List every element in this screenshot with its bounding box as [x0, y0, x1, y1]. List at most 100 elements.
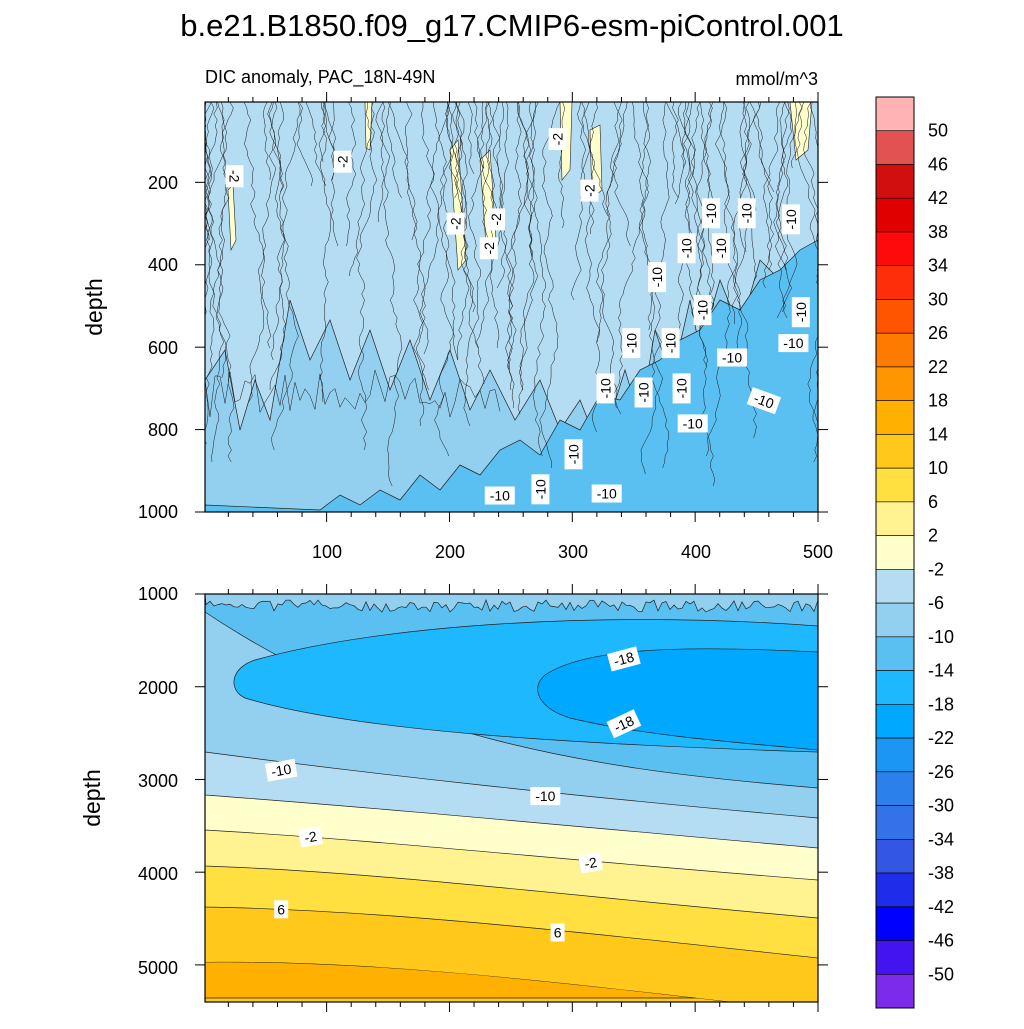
contour-label-text: -10: [490, 488, 510, 504]
colorbar-swatch: [875, 96, 915, 132]
upper-contour-line: [267, 102, 285, 193]
contour-label-box: [550, 923, 565, 942]
upper-contour-line: [482, 102, 500, 349]
upper-xtick-label: 100: [312, 542, 342, 562]
colorbar-swatch: [875, 670, 915, 705]
upper-contour-line: [732, 102, 748, 349]
upper-fill-minus14-band: [205, 239, 818, 512]
upper-ytick-label: 200: [148, 173, 178, 193]
upper-contour-line: [454, 102, 461, 199]
lower-plot-frame: [204, 593, 819, 1003]
upper-contour-line: [600, 102, 628, 409]
upper-contour-line: [493, 102, 506, 289]
contour-label-text: -10: [270, 761, 293, 780]
lower-panel: 1000 2000 3000 4000 5000 depth -18 -18 -10…: [79, 584, 828, 1012]
contour-label-box: [737, 198, 756, 229]
contour-label-box: [446, 212, 465, 235]
colorbar-label: 6: [928, 492, 938, 512]
colorbar-label: 2: [928, 526, 938, 546]
upper-contour-field: [205, 102, 818, 512]
contour-label-box: [484, 486, 515, 505]
contour-label-text: -10: [663, 333, 679, 353]
contour-label-box: [702, 198, 721, 229]
colorbar-label: 46: [928, 155, 948, 175]
contour-label-box: [274, 900, 289, 919]
colorbar-label: -26: [928, 762, 954, 782]
upper-contour-line: [205, 102, 230, 445]
upper-contour-line: [349, 102, 372, 277]
contour-label-text: 6: [277, 901, 285, 917]
contour-label-text: -10: [598, 378, 614, 398]
contour-label: -2: [446, 212, 465, 235]
upper-contour-line: [356, 102, 378, 451]
contour-label: 6: [274, 900, 289, 919]
contour-label: -10: [746, 387, 782, 415]
colorbar-label: -34: [928, 829, 954, 849]
colorbar: 50 46 42 38 34 30 26 22 18 14 10 6 2 -2 -6 -10 -14 -18 -22…: [875, 96, 954, 1009]
upper-contour-labels: -2 -2 -2 -2 -2 -2 -2 -10 -10 -10 -10 -10 -10 -10 -10 -1…: [225, 128, 810, 505]
colorbar-label: 22: [928, 357, 948, 377]
colorbar-label: 26: [928, 323, 948, 343]
upper-xtick-label: 500: [803, 542, 833, 562]
colorbar-label: -30: [928, 796, 954, 816]
contour-label-text: -10: [783, 335, 803, 351]
contour-label-box: [564, 439, 583, 470]
contour-label-box: [531, 474, 550, 505]
contour-label-text: -10: [649, 267, 665, 287]
upper-contour-line: [487, 102, 498, 211]
lower-contour-labels: -18 -18 -10 -10 -2 -2 6 6: [264, 646, 642, 942]
contour-label-text: -10: [623, 333, 639, 353]
colorbar-swatch: [875, 906, 915, 941]
contour-label: -10: [484, 486, 515, 505]
upper-contour-line: [677, 102, 695, 331]
lower-ytick-label: 1000: [138, 584, 178, 604]
contour-label: -2: [580, 179, 599, 202]
colorbar-label: 30: [928, 289, 948, 309]
units-label: mmol/m^3: [736, 69, 818, 89]
contour-label: -10: [564, 439, 583, 470]
upper-contour-line: [763, 102, 780, 271]
contour-label-box: [606, 709, 642, 739]
colorbar-label: -42: [928, 897, 954, 917]
colorbar-frame: [875, 96, 915, 1009]
contour-label-text: -10: [674, 378, 690, 398]
upper-xtick-label: 300: [558, 542, 588, 562]
upper-panel: DIC anomaly, PAC_18N-49N mmol/m^3 200 40…: [81, 67, 833, 562]
upper-contour-line: [691, 102, 715, 307]
contour-label-box: [333, 150, 352, 173]
contour-label-box: [580, 179, 599, 202]
colorbar-swatch: [875, 838, 915, 874]
colorbar-swatch: [875, 231, 915, 267]
contour-label: -2: [548, 128, 567, 151]
colorbar-swatch: [875, 467, 915, 503]
colorbar-label: -18: [928, 694, 954, 714]
contour-label: -10: [648, 262, 667, 293]
upper-contour-line: [706, 102, 737, 457]
contour-label-text: -2: [335, 155, 351, 168]
upper-ytick-label: 400: [148, 255, 178, 275]
contour-label: -10: [264, 758, 298, 782]
contour-label: -10: [531, 474, 550, 505]
upper-contour-line: [539, 102, 561, 469]
colorbar-label: -2: [928, 559, 944, 579]
lower-contour-field: [205, 594, 818, 1002]
colorbar-label: 18: [928, 391, 948, 411]
contour-label-text: -2: [481, 242, 497, 255]
contour-label-text: -10: [566, 444, 582, 464]
contour-label: -10: [782, 204, 800, 235]
colorbar-swatch: [875, 265, 915, 300]
upper-contour-line: [775, 102, 792, 313]
contour-label-box: [746, 387, 782, 415]
colorbar-swatch: [875, 332, 915, 368]
contour-label: -10: [596, 373, 615, 404]
contour-label-box: [677, 233, 696, 264]
upper-contour-line: [755, 102, 775, 193]
upper-contour-line: [205, 369, 501, 419]
colorbar-label: 10: [928, 458, 948, 478]
upper-contour-line: [684, 102, 702, 253]
contour-label-text: -18: [611, 712, 636, 735]
contour-label-text: -2: [550, 133, 566, 146]
colorbar-label: -6: [928, 593, 944, 613]
contour-label: -10: [677, 233, 696, 264]
